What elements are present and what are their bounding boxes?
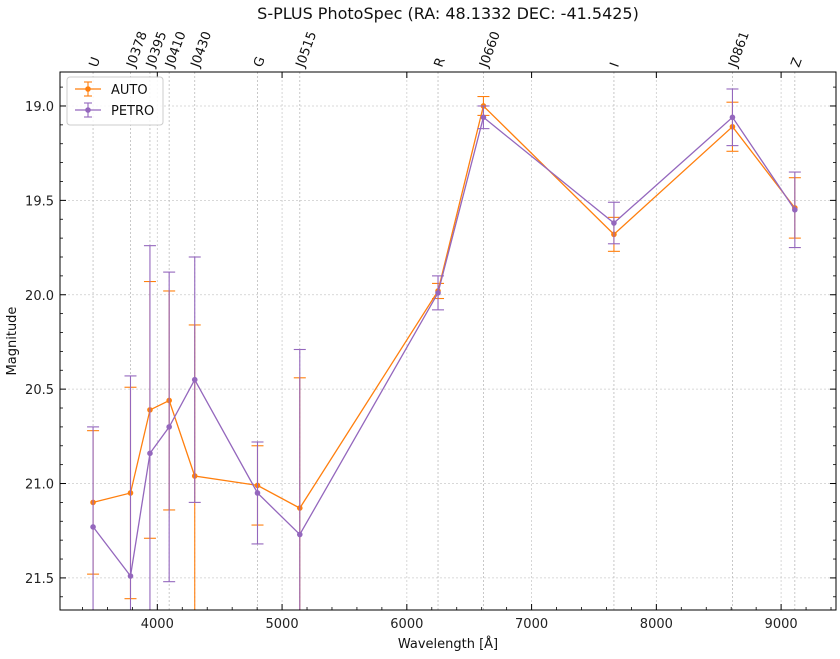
series-line — [92, 116, 796, 578]
band-lines — [92, 72, 796, 610]
y-tick-label: 20.5 — [25, 383, 54, 398]
data-point — [480, 114, 487, 121]
series-line — [92, 104, 796, 509]
axis-ticks: 4000 5000 6000 7000 8000 9000 19.0 19.5 20.0 20.5… — [25, 72, 836, 632]
data-point — [166, 424, 172, 430]
legend-label: PETRO — [111, 104, 154, 119]
legend-label: AUTO — [111, 83, 148, 98]
data-point — [191, 376, 198, 383]
band-label: J0660 — [477, 30, 504, 71]
x-tick-label: 5000 — [266, 617, 299, 632]
data-point — [611, 220, 617, 226]
y-axis-title: Magnitude — [5, 307, 20, 376]
grid — [60, 72, 836, 610]
y-tick-label: 19.5 — [25, 194, 54, 209]
data-point — [90, 524, 96, 530]
band-label: J0861 — [726, 30, 753, 71]
data-point — [127, 573, 134, 579]
band-label: Z — [788, 56, 805, 70]
x-tick-label: 9000 — [765, 617, 798, 632]
y-tick-label: 21.5 — [25, 572, 54, 587]
x-tick-label: 4000 — [141, 617, 174, 632]
x-tick-label: 6000 — [390, 617, 423, 632]
series-petro — [87, 88, 801, 610]
plot-frame — [59, 71, 837, 611]
band-label: I — [608, 61, 623, 70]
band-label: U — [87, 55, 104, 69]
y-tick-label: 19.0 — [25, 100, 54, 115]
band-label: R — [432, 56, 449, 70]
band-label: J0515 — [293, 30, 320, 71]
x-axis-title: Wavelength [Å] — [398, 636, 498, 652]
legend-marker — [85, 86, 91, 92]
chart-title: S-PLUS PhotoSpec (RA: 48.1332 DEC: -41.5… — [257, 4, 639, 23]
band-label: J0430 — [188, 30, 215, 71]
legend-marker — [85, 107, 91, 113]
data-point — [296, 531, 303, 538]
x-tick-label: 7000 — [515, 617, 548, 632]
data-point — [254, 490, 261, 496]
band-label: G — [251, 55, 269, 70]
data-point — [792, 207, 798, 213]
x-tick-label: 8000 — [640, 617, 673, 632]
series-layer — [87, 88, 801, 610]
y-tick-label: 21.0 — [25, 478, 54, 493]
y-tick-label: 20.0 — [25, 289, 54, 304]
data-point — [435, 290, 441, 296]
legend: AUTO PETRO — [66, 76, 164, 126]
data-point — [729, 114, 736, 121]
data-point — [147, 450, 153, 457]
series-auto — [87, 95, 801, 610]
